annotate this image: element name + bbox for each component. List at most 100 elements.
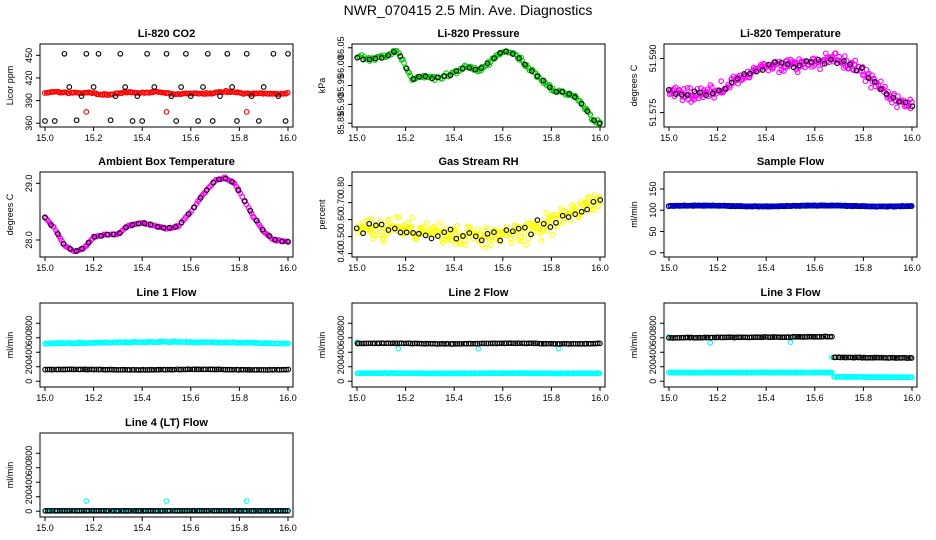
data-point <box>270 50 277 57</box>
x-tick-label: 15.6 <box>182 133 200 143</box>
series-blue <box>665 202 915 210</box>
data-point <box>875 354 881 361</box>
data-point <box>103 508 110 514</box>
data-point <box>560 220 566 227</box>
data-point <box>430 370 437 377</box>
data-point <box>139 118 146 124</box>
data-point <box>172 224 179 230</box>
x-tick-label: 15.4 <box>757 133 775 143</box>
data-point <box>565 214 572 220</box>
data-point <box>428 235 435 242</box>
data-point <box>460 233 466 239</box>
chart-line2: Line 2 Flow ml/min 15.0 15.2 15.4 15.6 15.8 16.… <box>317 287 609 403</box>
data-point <box>141 220 148 227</box>
y-tick-label: 0 <box>24 379 34 384</box>
data-point <box>382 225 389 232</box>
data-point <box>865 74 872 81</box>
data-point <box>795 334 802 340</box>
data-point <box>397 370 404 377</box>
data-point <box>676 369 683 376</box>
x-tick-label: 15.0 <box>36 523 54 533</box>
y-tick-label: 400 <box>24 475 34 490</box>
data-point <box>129 118 136 124</box>
y-axis-label: ml/min <box>5 332 15 359</box>
x-tick-label: 16.0 <box>903 393 921 403</box>
data-point <box>566 91 573 97</box>
data-point <box>216 176 222 183</box>
series-black <box>354 48 603 127</box>
data-point <box>539 223 546 230</box>
data-point <box>253 90 260 97</box>
y-tick-label: 200 <box>336 359 346 374</box>
x-tick-label: 16.0 <box>279 523 297 533</box>
data-point <box>741 71 747 77</box>
series-black <box>665 56 916 110</box>
data-point <box>877 78 884 85</box>
data-point <box>85 507 92 514</box>
data-point <box>687 85 693 91</box>
x-tick-label: 15.6 <box>182 263 200 273</box>
data-point <box>556 211 563 218</box>
data-point <box>772 59 778 66</box>
data-point <box>285 508 291 514</box>
data-point <box>472 66 479 73</box>
plot-title: Line 1 Flow <box>137 287 197 299</box>
data-point <box>453 68 460 74</box>
data-point <box>547 224 554 230</box>
data-point <box>409 214 415 221</box>
data-point <box>691 88 698 95</box>
data-point <box>107 117 114 124</box>
x-tick-label: 15.6 <box>494 393 512 403</box>
data-point <box>175 223 181 230</box>
data-point <box>284 89 291 96</box>
data-point <box>841 58 847 64</box>
data-point <box>882 83 888 90</box>
data-point <box>144 89 151 96</box>
data-point <box>676 334 683 341</box>
data-point <box>285 238 291 245</box>
data-point <box>459 65 466 72</box>
data-point <box>847 354 854 361</box>
y-tick-label: 85.85 <box>336 112 346 135</box>
data-point <box>241 198 248 205</box>
data-point <box>561 340 568 347</box>
data-point <box>64 507 70 514</box>
series-black <box>42 507 291 514</box>
y-tick-label: 85.90 <box>336 93 346 116</box>
data-point <box>815 56 822 63</box>
y-axis-label: degrees C <box>5 193 15 235</box>
data-point <box>463 237 469 244</box>
data-point <box>210 179 217 186</box>
data-point <box>538 237 545 244</box>
data-point <box>503 48 509 55</box>
data-point <box>595 203 602 210</box>
series-cyan <box>83 498 250 504</box>
data-point <box>282 118 289 124</box>
x-tick-label: 16.0 <box>279 393 297 403</box>
data-point <box>478 237 485 244</box>
data-point <box>243 366 249 373</box>
y-tick-label: 800 <box>24 446 34 461</box>
data-point <box>229 84 235 90</box>
data-point <box>812 202 819 209</box>
data-point <box>191 366 198 373</box>
data-point <box>597 197 604 203</box>
data-point <box>680 86 687 92</box>
data-point <box>403 65 410 72</box>
data-point <box>67 246 73 252</box>
data-point <box>100 366 107 373</box>
data-point <box>408 224 415 230</box>
data-point <box>353 225 360 232</box>
data-point <box>104 231 111 238</box>
data-point <box>83 50 90 57</box>
data-point <box>509 228 516 235</box>
data-point <box>444 234 451 240</box>
series-black <box>42 175 291 254</box>
data-point <box>112 93 119 99</box>
data-point <box>158 89 164 96</box>
series-magenta <box>42 174 291 255</box>
data-point <box>203 187 210 194</box>
data-point <box>204 50 211 57</box>
data-point <box>434 233 441 239</box>
data-point <box>909 103 916 110</box>
